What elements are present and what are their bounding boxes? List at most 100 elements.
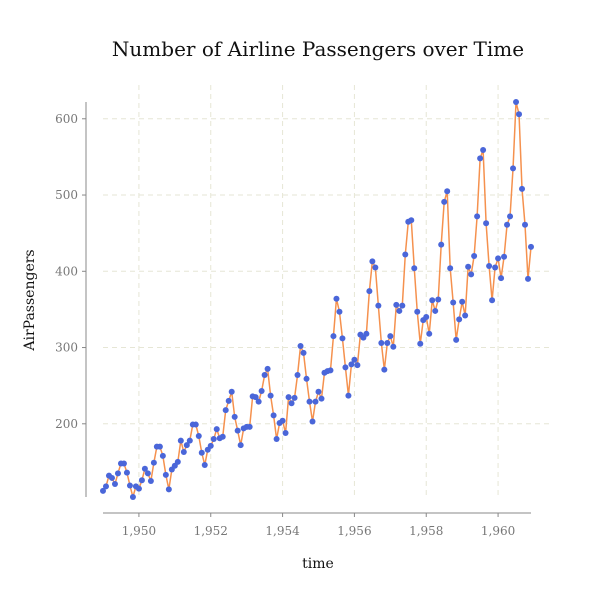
- grid: [103, 85, 551, 497]
- data-point: [399, 302, 406, 309]
- data-point: [165, 486, 172, 493]
- data-point: [261, 371, 268, 378]
- data-point: [282, 429, 289, 436]
- data-point: [186, 437, 193, 444]
- y-axis-ticks: 200 300 400 500 600: [55, 112, 86, 431]
- data-point: [210, 436, 217, 443]
- data-point: [411, 265, 418, 272]
- data-point: [264, 365, 271, 372]
- data-point: [279, 417, 286, 424]
- data-point: [315, 388, 322, 395]
- data-point: [258, 388, 265, 395]
- data-point: [351, 356, 358, 363]
- data-point: [183, 442, 190, 449]
- data-point: [297, 343, 304, 350]
- data-point: [270, 412, 277, 419]
- data-point: [459, 298, 466, 305]
- data-point: [462, 312, 469, 319]
- data-point: [441, 198, 448, 205]
- data-point: [246, 423, 253, 430]
- data-point: [237, 442, 244, 449]
- data-point: [471, 253, 478, 260]
- data-point: [390, 343, 397, 350]
- data-point: [195, 433, 202, 439]
- data-point: [108, 474, 115, 481]
- data-point: [402, 251, 409, 258]
- data-point: [489, 297, 496, 304]
- data-point: [375, 302, 382, 309]
- data-point: [483, 220, 490, 227]
- data-point: [336, 308, 343, 315]
- data-point: [513, 99, 520, 105]
- data-point: [498, 275, 505, 282]
- data-point: [486, 262, 493, 269]
- data-point: [288, 400, 295, 407]
- data-point: [447, 265, 454, 272]
- data-point: [501, 253, 508, 260]
- data-point: [102, 483, 109, 490]
- data-point: [495, 255, 502, 262]
- data-point: [516, 111, 523, 118]
- data-point: [111, 481, 118, 488]
- data-point: [429, 297, 436, 304]
- data-point: [354, 362, 361, 369]
- data-point: [474, 213, 481, 220]
- data-point: [384, 339, 391, 346]
- data-point: [522, 221, 529, 228]
- data-point: [423, 314, 430, 321]
- data-point: [369, 258, 376, 265]
- x-tick-label: 1,960: [481, 524, 515, 538]
- data-point: [510, 165, 517, 172]
- data-point: [387, 333, 394, 340]
- x-axis-ticks: 1,950 1,952 1,954 1,956 1,958 1,960: [122, 513, 515, 538]
- data-point: [255, 398, 262, 405]
- data-point: [141, 465, 148, 472]
- data-point: [432, 307, 439, 314]
- x-tick-label: 1,950: [122, 524, 156, 538]
- data-point: [135, 485, 142, 492]
- data-point: [198, 449, 205, 456]
- data-point: [180, 449, 187, 456]
- data-point: [318, 395, 325, 402]
- data-point: [156, 443, 163, 450]
- data-point: [201, 461, 208, 468]
- data-point: [291, 394, 298, 401]
- data-point: [372, 264, 379, 271]
- data-point: [477, 155, 484, 162]
- data-point: [414, 308, 421, 315]
- data-point: [312, 398, 319, 405]
- data-point: [327, 367, 334, 374]
- data-point: [366, 288, 373, 295]
- data-point: [396, 307, 403, 314]
- data-point: [252, 394, 259, 401]
- x-tick-label: 1,954: [265, 524, 300, 538]
- data-point: [393, 301, 400, 308]
- data-point: [465, 263, 472, 270]
- data-point: [222, 407, 229, 414]
- data-point: [225, 397, 232, 404]
- data-point: [219, 433, 226, 440]
- data-point: [468, 271, 475, 278]
- data-point: [309, 418, 316, 425]
- data-point: [126, 482, 133, 489]
- data-point: [285, 394, 292, 401]
- x-tick-label: 1,952: [194, 524, 228, 538]
- data-point: [330, 333, 337, 340]
- y-tick-label: 300: [55, 341, 78, 355]
- data-point: [525, 275, 532, 282]
- data-point: [138, 477, 145, 484]
- data-point: [378, 339, 385, 346]
- data-point: [438, 241, 445, 248]
- data-point: [213, 426, 220, 433]
- data-point: [519, 185, 526, 192]
- data-point: [129, 494, 136, 500]
- data-point: [192, 421, 199, 428]
- data-point: [528, 243, 534, 250]
- data-point: [267, 392, 274, 399]
- data-point: [159, 452, 166, 459]
- data-point: [306, 398, 313, 405]
- data-point: [504, 221, 511, 228]
- data-point: [345, 392, 352, 399]
- data-point: [120, 460, 127, 467]
- data-point: [123, 469, 130, 476]
